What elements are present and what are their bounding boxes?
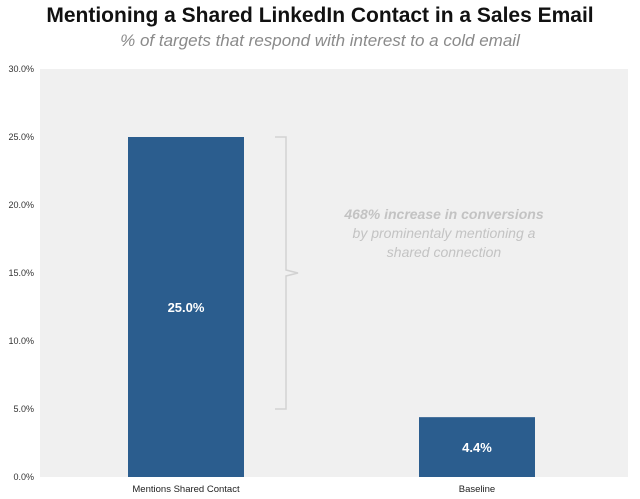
y-tick-label: 30.0% (8, 64, 34, 74)
chart-title: Mentioning a Shared LinkedIn Contact in … (46, 4, 594, 27)
x-tick-label: Baseline (459, 484, 495, 495)
y-tick-label: 20.0% (8, 200, 34, 210)
y-tick-label: 15.0% (8, 268, 34, 278)
y-tick-label: 5.0% (13, 404, 34, 414)
bracket (275, 136, 299, 410)
y-tick-label: 0.0% (13, 472, 34, 482)
annotation-line: 468% increase in conversions (343, 206, 543, 222)
bar (128, 137, 244, 477)
annotation-line: by prominentaly mentioning a (353, 225, 536, 241)
data-label: 25.0% (168, 300, 205, 315)
data-label: 4.4% (462, 440, 492, 455)
bar (419, 417, 535, 477)
y-tick-label: 10.0% (8, 336, 34, 346)
annotation-line: shared connection (387, 244, 502, 260)
chart-subtitle: % of targets that respond with interest … (120, 31, 520, 50)
y-tick-label: 25.0% (8, 132, 34, 142)
x-tick-label: Mentions Shared Contact (132, 484, 240, 495)
